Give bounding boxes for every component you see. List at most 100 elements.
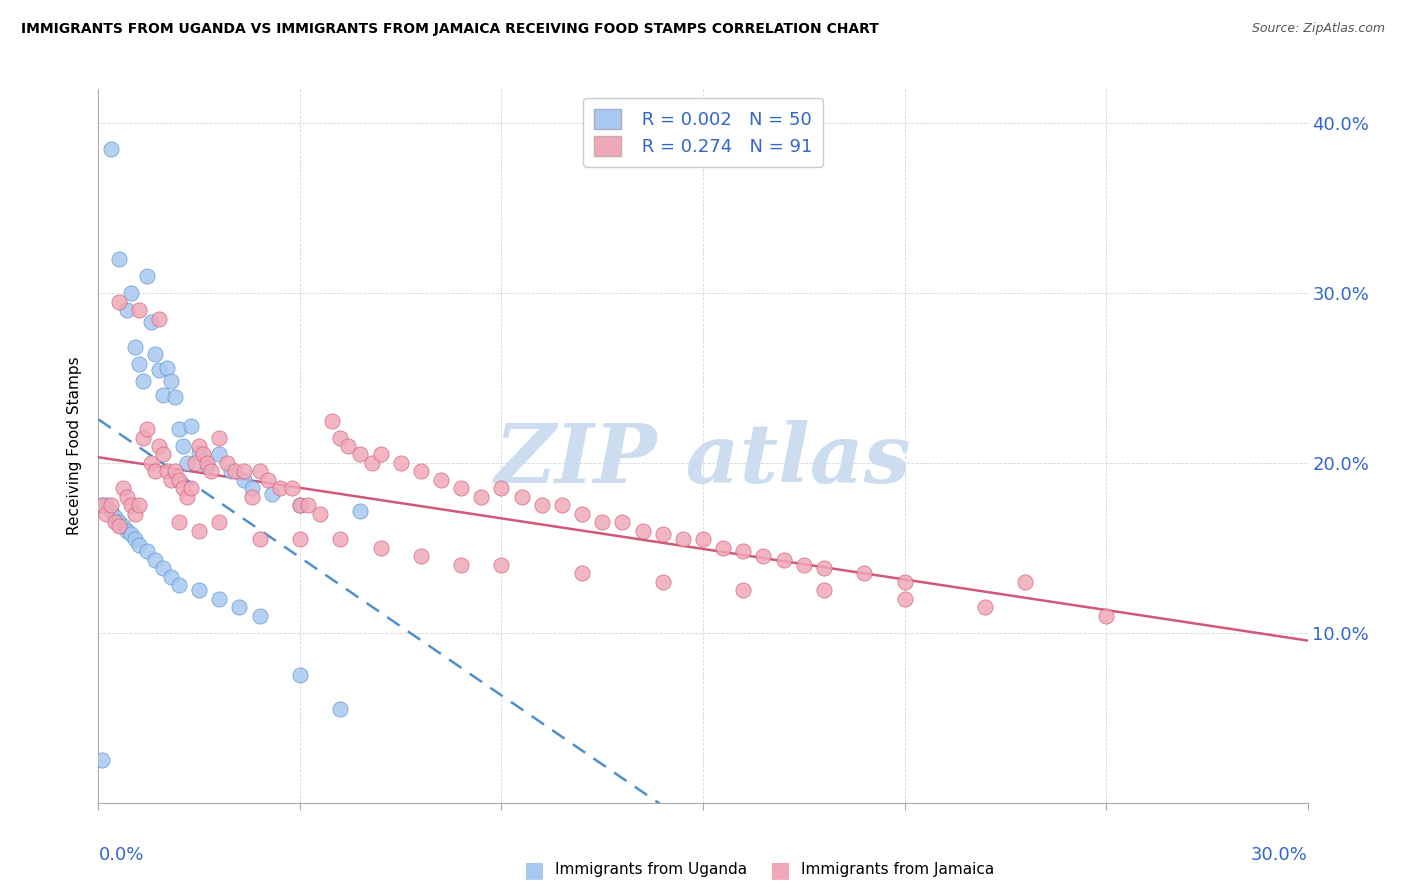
Point [893,591,915,606]
Point [107,516,129,530]
Point [115,524,138,538]
Point [329,430,352,444]
Point [208,448,231,462]
Point [143,347,166,361]
Point [551,499,574,513]
Point [208,516,231,530]
Point [139,456,162,470]
Point [711,541,734,555]
Point [370,448,392,462]
Point [297,499,319,513]
Point [530,499,553,513]
Point [120,499,142,513]
Point [228,600,250,615]
Point [160,375,183,389]
Point [813,583,835,598]
Text: ZIP atlas: ZIP atlas [495,420,911,500]
Point [107,294,129,309]
Text: Immigrants from Jamaica: Immigrants from Jamaica [801,863,994,877]
Point [491,558,513,572]
Point [128,303,150,318]
Point [111,519,134,533]
Point [124,507,146,521]
Point [612,516,634,530]
Point [772,553,794,567]
Point [409,465,432,479]
Point [733,583,755,598]
Point [100,499,122,513]
Point [172,439,194,453]
Text: ■: ■ [524,860,544,880]
Point [143,553,166,567]
Point [172,482,194,496]
Point [167,578,190,592]
Legend:  R = 0.002   N = 50,  R = 0.274   N = 91: R = 0.002 N = 50, R = 0.274 N = 91 [583,98,823,167]
Point [329,533,352,547]
Point [309,507,332,521]
Point [120,286,142,301]
Point [124,533,146,547]
Point [1014,574,1036,589]
Point [260,486,283,500]
Point [152,388,174,402]
Point [329,702,352,716]
Point [470,490,492,504]
Text: 0.0%: 0.0% [98,846,143,863]
Point [132,430,155,444]
Point [143,465,166,479]
Point [96,507,118,521]
Point [651,527,673,541]
Y-axis label: Receiving Food Stamps: Receiving Food Stamps [67,357,83,535]
Point [111,482,134,496]
Point [193,448,215,462]
Point [188,439,211,453]
Point [152,561,174,575]
Point [180,482,202,496]
Point [135,422,157,436]
Point [176,456,198,470]
Point [160,473,183,487]
Point [107,252,129,266]
Point [269,482,291,496]
Point [631,524,654,538]
Point [733,544,755,558]
Text: 30.0%: 30.0% [1251,846,1308,863]
Point [349,448,371,462]
Point [107,519,129,533]
Point [156,465,179,479]
Point [692,533,714,547]
Point [370,541,392,555]
Point [148,362,170,376]
Point [195,459,218,474]
Point [152,448,174,462]
Point [91,499,114,513]
Point [249,608,271,623]
Point [176,490,198,504]
Point [389,456,412,470]
Point [672,533,695,547]
Point [430,473,453,487]
Point [167,422,190,436]
Text: ■: ■ [770,860,790,880]
Point [793,558,815,572]
Point [195,456,218,470]
Text: Immigrants from Uganda: Immigrants from Uganda [555,863,748,877]
Point [124,341,146,355]
Point [571,507,593,521]
Point [160,570,183,584]
Point [156,360,179,375]
Point [103,516,125,530]
Point [184,456,207,470]
Point [135,269,157,284]
Point [256,473,278,487]
Point [240,482,263,496]
Point [224,465,246,479]
Point [135,544,157,558]
Point [188,524,211,538]
Point [232,465,254,479]
Point [217,456,239,470]
Point [91,499,114,513]
Point [188,583,211,598]
Point [100,142,122,156]
Point [132,375,155,389]
